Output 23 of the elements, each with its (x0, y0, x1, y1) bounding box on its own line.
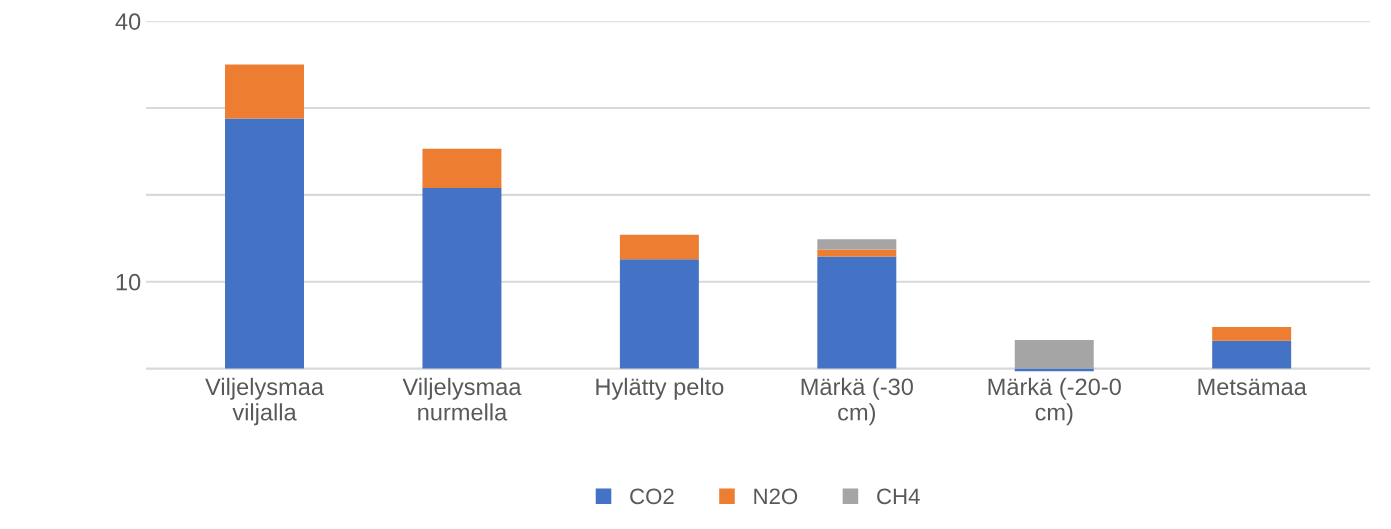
y-tick-label: 10 (116, 273, 141, 291)
bar (1014, 339, 1094, 369)
legend-label: N2O (754, 488, 798, 505)
bar (817, 249, 897, 257)
x-tick-label: Viljelysmaa viljalla (205, 377, 325, 426)
x-tick-label: Märkä (-30 cm) (801, 377, 913, 426)
bar (817, 239, 897, 250)
bar (619, 234, 699, 260)
bar (1212, 340, 1292, 369)
x-tick-label: Hylätty pelto (596, 377, 724, 400)
x-tick-label: Metsämaa (1198, 378, 1307, 396)
bar (619, 259, 699, 369)
legend-label: CH4 (877, 488, 920, 505)
bar (422, 148, 502, 188)
bar (1212, 326, 1292, 341)
x-tick-label: Viljelysmaa nurmella (402, 377, 522, 421)
bar (422, 187, 502, 369)
x-tick-label: Märkä (-20-0 cm) (988, 377, 1121, 426)
y-tick-label: 40 (115, 13, 141, 30)
bar (225, 118, 304, 369)
bar (817, 256, 897, 369)
bar (225, 64, 304, 119)
legend-label: CO2 (630, 488, 674, 505)
